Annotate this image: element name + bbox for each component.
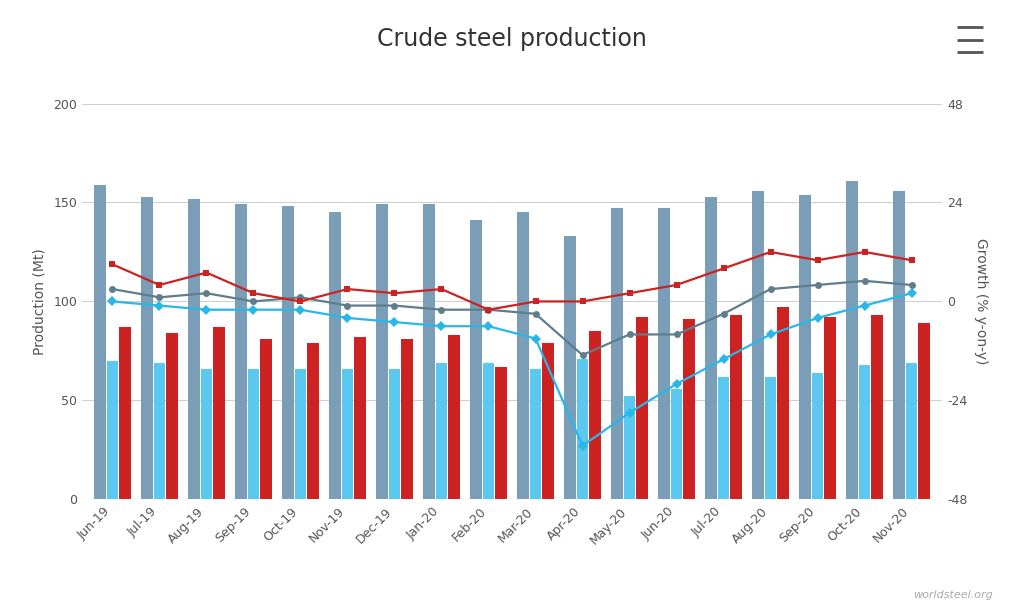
Bar — [658, 208, 670, 499]
Bar — [611, 208, 623, 499]
Bar — [777, 308, 790, 499]
Bar — [201, 369, 212, 499]
Text: worldsteel.org: worldsteel.org — [913, 590, 993, 600]
Bar — [871, 315, 883, 499]
Bar — [389, 369, 400, 499]
Bar — [564, 236, 575, 499]
Bar — [401, 339, 413, 499]
Bar — [812, 373, 823, 499]
Bar — [188, 199, 200, 499]
Bar — [482, 363, 495, 499]
Bar — [234, 205, 247, 499]
Bar — [435, 363, 447, 499]
Bar — [517, 213, 528, 499]
Bar — [376, 205, 388, 499]
Bar — [94, 185, 105, 499]
Bar — [141, 197, 153, 499]
Text: Crude steel production: Crude steel production — [377, 27, 647, 51]
Y-axis label: Growth (% y-on-y): Growth (% y-on-y) — [974, 238, 988, 365]
Bar — [752, 191, 764, 499]
Bar — [329, 213, 341, 499]
Bar — [671, 389, 682, 499]
Bar — [470, 220, 481, 499]
Bar — [307, 343, 319, 499]
Bar — [154, 363, 165, 499]
Bar — [824, 317, 836, 499]
Bar — [423, 205, 434, 499]
Bar — [905, 363, 918, 499]
Bar — [260, 339, 272, 499]
Bar — [718, 376, 729, 499]
Bar — [730, 315, 742, 499]
Bar — [919, 323, 930, 499]
Bar — [683, 319, 695, 499]
Bar — [213, 327, 225, 499]
Bar — [705, 197, 717, 499]
Bar — [590, 331, 601, 499]
Bar — [166, 333, 178, 499]
Bar — [893, 191, 905, 499]
Bar — [859, 365, 870, 499]
Bar — [846, 181, 858, 499]
Y-axis label: Production (Mt): Production (Mt) — [32, 248, 46, 355]
Bar — [624, 396, 635, 499]
Bar — [354, 337, 366, 499]
Bar — [543, 343, 554, 499]
Bar — [496, 367, 507, 499]
Bar — [577, 359, 589, 499]
Bar — [636, 317, 648, 499]
Bar — [106, 361, 119, 499]
Bar — [248, 369, 259, 499]
Bar — [799, 195, 811, 499]
Bar — [449, 335, 460, 499]
Bar — [529, 369, 542, 499]
Bar — [119, 327, 131, 499]
Bar — [765, 376, 776, 499]
Bar — [282, 206, 294, 499]
Bar — [342, 369, 353, 499]
Bar — [295, 369, 306, 499]
